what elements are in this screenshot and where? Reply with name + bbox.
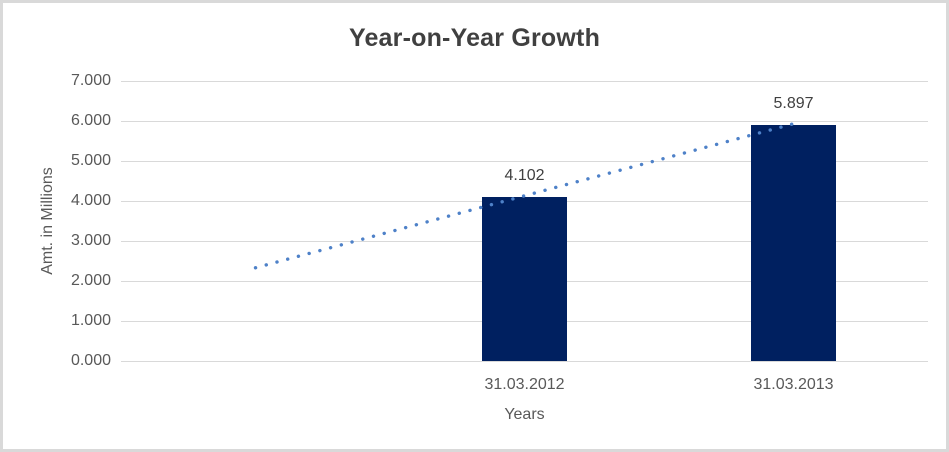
chart-title: Year-on-Year Growth [348, 24, 601, 52]
gridline [121, 361, 928, 362]
y-axis-tick-label: 1.000 [70, 312, 111, 329]
gridline [121, 121, 928, 122]
y-axis-tick-label: 2.000 [70, 272, 111, 289]
x-axis-tick-label: 31.03.2012 [484, 376, 565, 393]
x-axis-tick-label: 31.03.2013 [753, 376, 834, 393]
bar-31.03.2012 [482, 196, 567, 361]
y-axis-tick-label: 0.000 [70, 352, 111, 369]
data-label: 4.102 [504, 166, 545, 184]
y-axis-tick-label: 7.000 [70, 72, 111, 89]
y-axis-tick-label: 3.000 [70, 232, 111, 249]
bar-31.03.2013 [751, 125, 836, 361]
data-label: 5.897 [773, 95, 814, 113]
y-axis-tick-label: 5.000 [70, 152, 111, 169]
y-axis-tick-label: 6.000 [70, 112, 111, 129]
y-axis-tick-label: 4.000 [70, 192, 111, 209]
x-axis-title: Years [504, 406, 545, 423]
gridline [121, 81, 928, 82]
